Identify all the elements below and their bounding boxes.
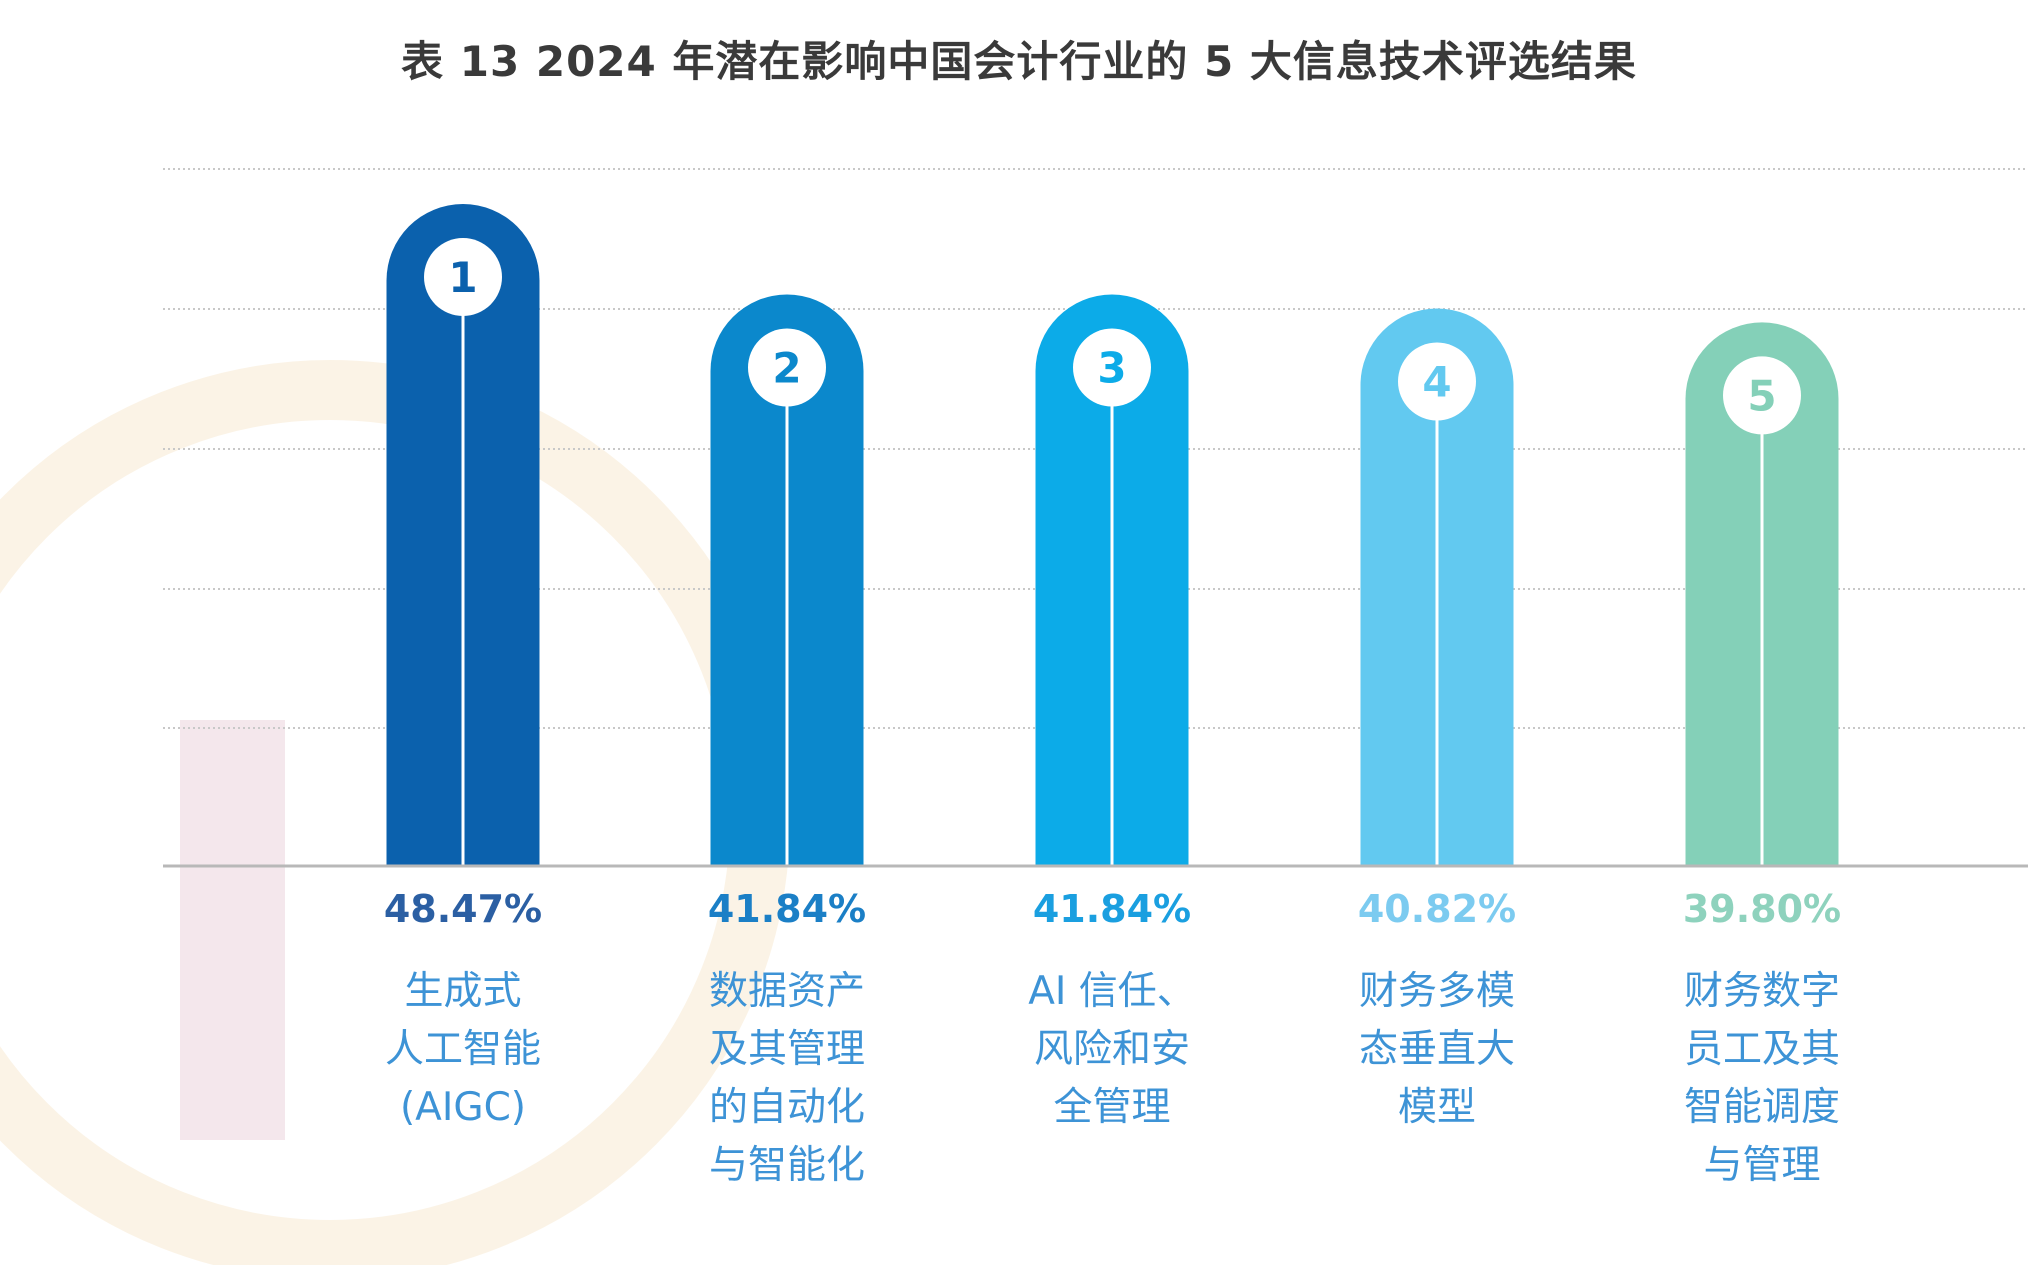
category-label-line: 风险和安 bbox=[1033, 1027, 1190, 1072]
rank-badge bbox=[1398, 342, 1476, 421]
rank-badge bbox=[1073, 328, 1151, 407]
category-label: 财务多模态垂直大模型 bbox=[1307, 963, 1567, 1137]
category-label-line: 与智能化 bbox=[708, 1143, 865, 1188]
rank-badge bbox=[1723, 356, 1801, 435]
value-label: 40.82% bbox=[1357, 887, 1517, 931]
value-label: 48.47% bbox=[383, 887, 543, 931]
rank-number: 1 bbox=[448, 253, 477, 302]
category-label-line: 及其管理 bbox=[708, 1027, 865, 1072]
category-label-line: (AIGC) bbox=[399, 1085, 527, 1130]
category-label-line: 与管理 bbox=[1703, 1143, 1821, 1188]
category-label-line: 的自动化 bbox=[708, 1085, 865, 1130]
value-label: 39.80% bbox=[1682, 887, 1842, 931]
category-label-line: 数据资产 bbox=[708, 969, 865, 1014]
rank-badge bbox=[748, 328, 826, 407]
category-label-line: 人工智能 bbox=[384, 1027, 541, 1072]
value-label: 41.84% bbox=[707, 887, 867, 931]
rank-number: 2 bbox=[772, 344, 801, 393]
category-label-line: 全管理 bbox=[1053, 1085, 1171, 1130]
category-label-line: 财务数字 bbox=[1683, 969, 1840, 1014]
category-label-line: 态垂直大 bbox=[1358, 1027, 1515, 1072]
bars: 1 2 3 4 5 bbox=[386, 204, 1839, 866]
category-label-line: AI 信任、 bbox=[1028, 969, 1196, 1014]
category-label: AI 信任、 风险和安全管理 bbox=[982, 963, 1242, 1137]
value-label: 41.84% bbox=[1032, 887, 1192, 931]
category-label: 生成式人工智能 (AIGC) bbox=[333, 963, 593, 1137]
category-label-line: 智能调度 bbox=[1683, 1085, 1840, 1130]
category-label-line: 财务多模 bbox=[1358, 969, 1515, 1014]
category-label: 财务数字员工及其智能调度与管理 bbox=[1632, 963, 1892, 1195]
rank-number: 4 bbox=[1422, 357, 1451, 406]
category-label-line: 员工及其 bbox=[1683, 1027, 1840, 1072]
category-label-line: 生成式 bbox=[404, 969, 522, 1014]
rank-badge bbox=[424, 238, 502, 316]
chart-title: 表 13 2024 年潜在影响中国会计行业的 5 大信息技术评选结果 bbox=[401, 37, 1637, 86]
category-label: 数据资产及其管理的自动化与智能化 bbox=[657, 963, 917, 1195]
rank-number: 5 bbox=[1747, 371, 1776, 420]
category-label-line: 模型 bbox=[1397, 1085, 1476, 1130]
rank-number: 3 bbox=[1097, 344, 1126, 393]
